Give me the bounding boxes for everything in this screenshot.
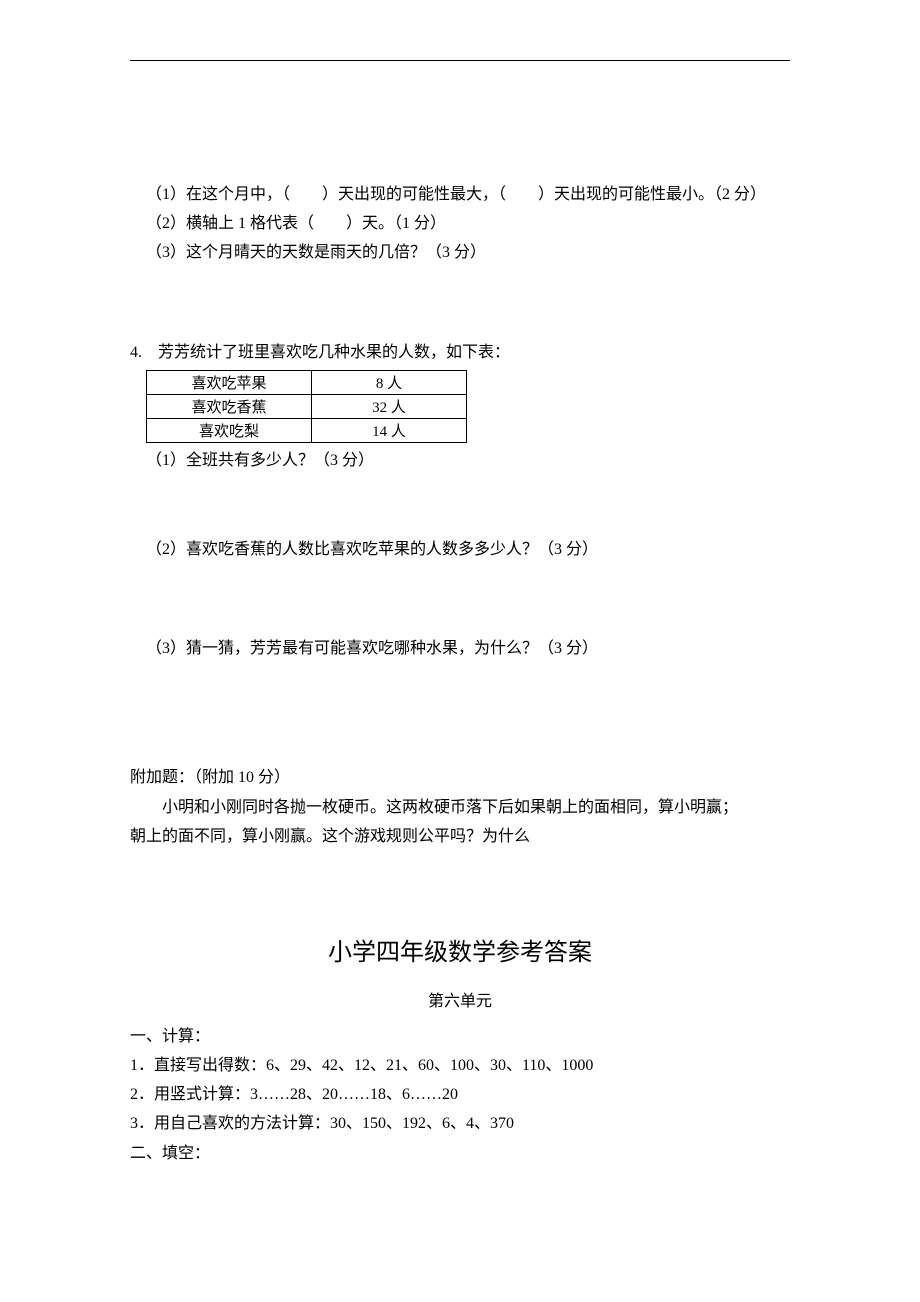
q4-intro: 4. 芳芳统计了班里喜欢吃几种水果的人数，如下表： (130, 339, 790, 366)
q-weather-sub1: （1）在这个月中，（ ）天出现的可能性最大，（ ）天出现的可能性最小。（2 分） (130, 181, 790, 208)
table-row: 喜欢吃梨 14 人 (147, 418, 467, 442)
answers-section2-title: 二、填空： (130, 1140, 790, 1167)
table-cell: 喜欢吃苹果 (147, 370, 312, 394)
answers-line3: 3．用自己喜欢的方法计算：30、150、192、6、4、370 (130, 1110, 790, 1137)
answer-subtitle: 第六单元 (130, 987, 790, 1011)
table-row: 喜欢吃香蕉 32 人 (147, 394, 467, 418)
table-cell: 14 人 (312, 418, 467, 442)
answer-title: 小学四年级数学参考答案 (130, 932, 790, 967)
table-row: 喜欢吃苹果 8 人 (147, 370, 467, 394)
q4-sub1: （1）全班共有多少人？（3 分） (130, 447, 790, 474)
spacer (130, 565, 790, 635)
q-weather-sub2: （2）横轴上 1 格代表（ ）天。（1 分） (130, 210, 790, 237)
q4-sub2: （2）喜欢吃香蕉的人数比喜欢吃苹果的人数多多少人？（3 分） (130, 536, 790, 563)
spacer (130, 852, 790, 912)
answers-line2: 2．用竖式计算：3……28、20……18、6……20 (130, 1081, 790, 1108)
spacer (130, 269, 790, 339)
table-cell: 32 人 (312, 394, 467, 418)
table-cell: 8 人 (312, 370, 467, 394)
table-cell: 喜欢吃梨 (147, 418, 312, 442)
spacer (130, 664, 790, 734)
q4-sub3: （3）猜一猜，芳芳最有可能喜欢吃哪种水果，为什么？（3 分） (130, 635, 790, 662)
q-weather-sub3: （3）这个月晴天的天数是雨天的几倍？（3 分） (130, 239, 790, 266)
bonus-body2: 朝上的面不同，算小刚赢。这个游戏规则公平吗？为什么 (130, 823, 790, 850)
spacer (130, 734, 790, 764)
table-cell: 喜欢吃香蕉 (147, 394, 312, 418)
spacer (130, 476, 790, 536)
answers-section1-title: 一、计算： (130, 1023, 790, 1050)
bonus-title: 附加题：（附加 10 分） (130, 764, 790, 791)
page-top-rule (130, 60, 790, 61)
fruit-table: 喜欢吃苹果 8 人 喜欢吃香蕉 32 人 喜欢吃梨 14 人 (146, 370, 467, 443)
bonus-body1: 小明和小刚同时各抛一枚硬币。这两枚硬币落下后如果朝上的面相同，算小明赢； (130, 794, 790, 821)
answers-line1: 1．直接写出得数：6、29、42、12、21、60、100、30、110、100… (130, 1052, 790, 1079)
